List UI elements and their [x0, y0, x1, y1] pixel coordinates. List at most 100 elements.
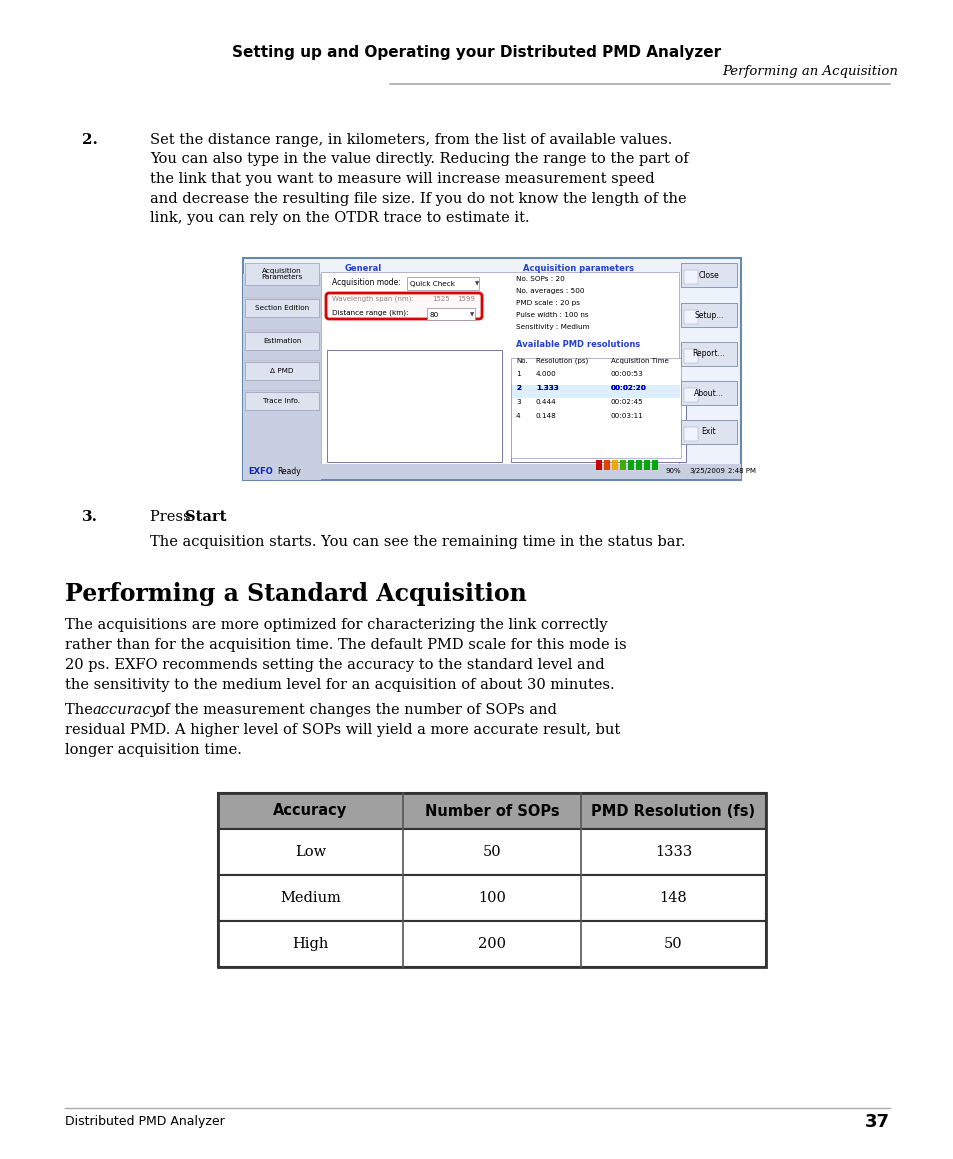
Text: Low: Low: [294, 845, 326, 859]
Bar: [511, 384, 685, 462]
Bar: [619, 460, 625, 471]
Bar: [218, 793, 765, 829]
Text: Medium: Medium: [280, 891, 340, 905]
Bar: [680, 302, 737, 327]
Text: Section Edition: Section Edition: [254, 305, 309, 311]
Bar: [680, 381, 737, 404]
Bar: [683, 270, 698, 284]
Text: 0.148: 0.148: [536, 413, 557, 420]
Text: 1525: 1525: [432, 296, 449, 302]
Text: Trace Info.: Trace Info.: [263, 398, 300, 404]
Bar: [407, 277, 478, 290]
Text: Number of SOPs: Number of SOPs: [424, 803, 558, 818]
Text: PMD Resolution (fs): PMD Resolution (fs): [591, 803, 755, 818]
Text: Performing a Standard Acquisition: Performing a Standard Acquisition: [65, 582, 526, 606]
Text: Close: Close: [698, 270, 719, 279]
Bar: [320, 272, 679, 464]
Text: Quick Check: Quick Check: [410, 280, 455, 287]
Text: Resolution (ps): Resolution (ps): [536, 358, 588, 364]
Text: Wavelength span (nm):: Wavelength span (nm):: [332, 296, 414, 302]
Bar: [327, 350, 501, 462]
Text: accuracy: accuracy: [92, 704, 160, 717]
Bar: [245, 392, 318, 410]
Text: No. SOPs : 20: No. SOPs : 20: [516, 276, 564, 282]
Text: Start: Start: [185, 510, 226, 524]
Text: High: High: [292, 936, 329, 952]
Bar: [643, 460, 649, 471]
Text: 4: 4: [516, 413, 520, 420]
Bar: [627, 460, 634, 471]
Text: Ready: Ready: [276, 467, 300, 475]
Text: 2: 2: [516, 385, 520, 391]
Text: the link that you want to measure will increase measurement speed: the link that you want to measure will i…: [150, 172, 654, 185]
Bar: [218, 875, 765, 921]
Text: 1: 1: [516, 371, 520, 377]
Bar: [683, 388, 698, 402]
Text: Setting up and Operating your Distributed PMD Analyzer: Setting up and Operating your Distribute…: [233, 44, 720, 59]
Text: Press: Press: [150, 510, 195, 524]
Text: Estimation: Estimation: [262, 338, 301, 344]
Bar: [245, 362, 318, 380]
Text: 0.444: 0.444: [536, 399, 557, 404]
Bar: [603, 460, 609, 471]
Text: residual PMD. A higher level of SOPs will yield a more accurate result, but: residual PMD. A higher level of SOPs wil…: [65, 723, 619, 737]
Bar: [243, 258, 740, 480]
Bar: [683, 309, 698, 325]
Bar: [218, 829, 765, 875]
Bar: [511, 358, 680, 458]
Text: 2: 2: [516, 385, 520, 391]
Text: No.: No.: [516, 358, 527, 364]
Text: Distributed PMD Analyzer: Distributed PMD Analyzer: [65, 1115, 225, 1129]
Text: You can also type in the value directly. Reducing the range to the part of: You can also type in the value directly.…: [150, 153, 688, 167]
Text: Acquisition mode:: Acquisition mode:: [332, 278, 400, 287]
Text: Distance range (km):: Distance range (km):: [332, 309, 408, 316]
Text: 50: 50: [663, 936, 682, 952]
Text: 1599: 1599: [456, 296, 475, 302]
Text: EXFO: EXFO: [248, 467, 273, 475]
Text: 4.000: 4.000: [536, 371, 557, 377]
Text: link, you can rely on the OTDR trace to estimate it.: link, you can rely on the OTDR trace to …: [150, 211, 529, 225]
Bar: [636, 460, 641, 471]
Bar: [612, 460, 618, 471]
Text: PMD scale : 20 ps: PMD scale : 20 ps: [516, 300, 579, 306]
Text: No. averages : 500: No. averages : 500: [516, 287, 584, 294]
Text: of the measurement changes the number of SOPs and: of the measurement changes the number of…: [151, 704, 557, 717]
Text: the sensitivity to the medium level for an acquisition of about 30 minutes.: the sensitivity to the medium level for …: [65, 678, 614, 692]
Text: About...: About...: [694, 388, 723, 398]
Text: Accuracy: Accuracy: [274, 803, 347, 818]
Text: Sensitivity : Medium: Sensitivity : Medium: [516, 325, 589, 330]
Bar: [427, 308, 475, 320]
Text: Acquisition Time: Acquisition Time: [610, 358, 668, 364]
Text: rather than for the acquisition time. The default PMD scale for this mode is: rather than for the acquisition time. Th…: [65, 637, 626, 653]
Text: Setup...: Setup...: [694, 311, 723, 320]
Text: 3: 3: [516, 399, 520, 404]
Bar: [512, 385, 679, 398]
Text: 50: 50: [482, 845, 500, 859]
Text: Report...: Report...: [692, 350, 724, 358]
Text: 00:02:20: 00:02:20: [610, 385, 646, 391]
Bar: [218, 921, 765, 967]
Text: 1.333: 1.333: [536, 385, 558, 391]
Bar: [243, 274, 320, 480]
Bar: [218, 793, 765, 967]
Bar: [245, 263, 318, 285]
Text: 148: 148: [659, 891, 687, 905]
Bar: [651, 460, 658, 471]
Text: 20 ps. EXFO recommends setting the accuracy to the standard level and: 20 ps. EXFO recommends setting the accur…: [65, 658, 604, 672]
Text: and decrease the resulting file size. If you do not know the length of the: and decrease the resulting file size. If…: [150, 191, 686, 205]
Text: ▼: ▼: [475, 282, 478, 286]
FancyBboxPatch shape: [326, 293, 481, 319]
Text: 80: 80: [430, 312, 438, 318]
Text: Available PMD resolutions: Available PMD resolutions: [516, 340, 639, 349]
Text: Set the distance range, in kilometers, from the list of available values.: Set the distance range, in kilometers, f…: [150, 133, 672, 147]
Text: .: .: [223, 510, 228, 524]
Text: Acquisition parameters: Acquisition parameters: [522, 264, 634, 274]
Text: General: General: [345, 264, 382, 274]
Text: 1333: 1333: [654, 845, 691, 859]
Text: Performing an Acquisition: Performing an Acquisition: [721, 66, 897, 79]
Text: longer acquisition time.: longer acquisition time.: [65, 743, 242, 757]
Text: 00:03:11: 00:03:11: [610, 413, 643, 420]
Bar: [680, 342, 737, 366]
Bar: [680, 420, 737, 444]
Bar: [683, 427, 698, 442]
